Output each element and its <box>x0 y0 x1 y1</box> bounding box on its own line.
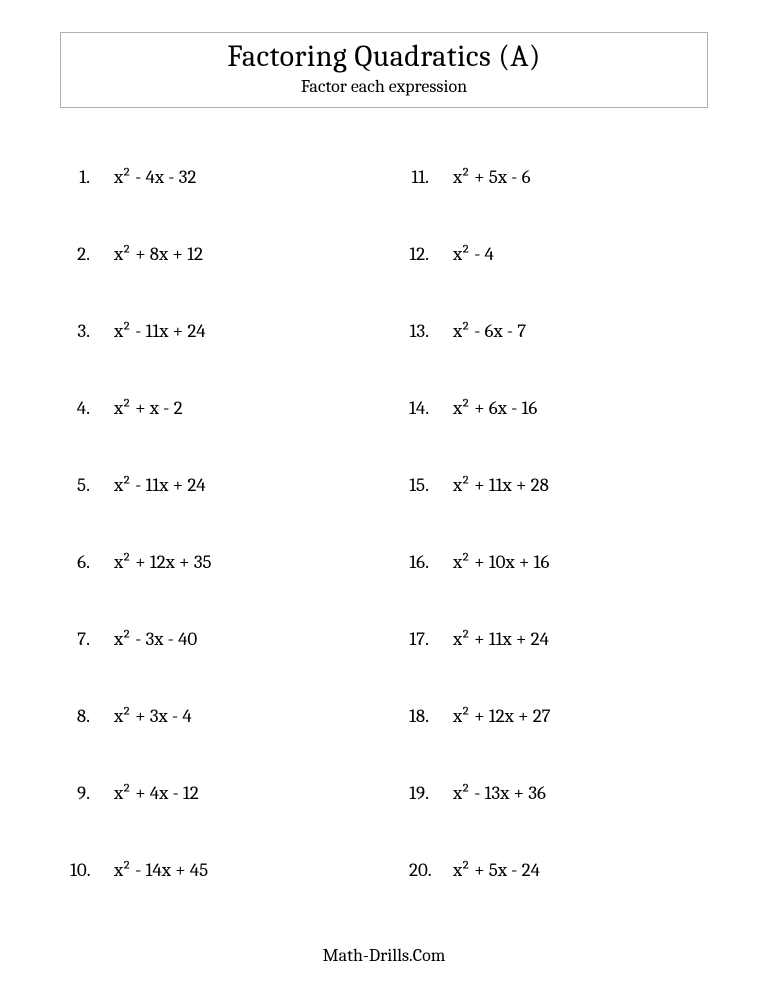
problem-item: 11. x² + 5x - 6 <box>409 166 708 188</box>
problem-expression: x² - 11x + 24 <box>114 320 369 342</box>
worksheet-title: Factoring Quadratics (A) <box>61 39 707 74</box>
problem-item: 1. x² - 4x - 32 <box>70 166 369 188</box>
problem-expression: x² + 3x - 4 <box>114 705 369 727</box>
problem-expression: x² + 4x - 12 <box>114 782 369 804</box>
problem-item: 7. x² - 3x - 40 <box>70 628 369 650</box>
problem-number: 1. <box>70 166 114 188</box>
worksheet-subtitle: Factor each expression <box>61 76 707 97</box>
problem-number: 3. <box>70 320 114 342</box>
problem-number: 13. <box>409 320 453 342</box>
problem-number: 18. <box>409 705 453 727</box>
problem-number: 15. <box>409 474 453 496</box>
problem-number: 16. <box>409 551 453 573</box>
problem-item: 5. x² - 11x + 24 <box>70 474 369 496</box>
problem-item: 20. x² + 5x - 24 <box>409 859 708 881</box>
problem-item: 2. x² + 8x + 12 <box>70 243 369 265</box>
problems-grid: 1. x² - 4x - 32 11. x² + 5x - 6 2. x² + … <box>60 166 708 881</box>
problem-number: 19. <box>409 782 453 804</box>
problem-expression: x² + 5x - 24 <box>453 859 708 881</box>
problem-number: 4. <box>70 397 114 419</box>
header-box: Factoring Quadratics (A) Factor each exp… <box>60 32 708 108</box>
problem-number: 7. <box>70 628 114 650</box>
problem-expression: x² - 4x - 32 <box>114 166 369 188</box>
problem-number: 8. <box>70 705 114 727</box>
problem-number: 9. <box>70 782 114 804</box>
problem-item: 4. x² + x - 2 <box>70 397 369 419</box>
problem-expression: x² + 11x + 28 <box>453 474 708 496</box>
problem-item: 9. x² + 4x - 12 <box>70 782 369 804</box>
problem-number: 17. <box>409 628 453 650</box>
problem-item: 18. x² + 12x + 27 <box>409 705 708 727</box>
problem-expression: x² + 12x + 27 <box>453 705 708 727</box>
problem-expression: x² + 6x - 16 <box>453 397 708 419</box>
problem-expression: x² + 8x + 12 <box>114 243 369 265</box>
problem-item: 3. x² - 11x + 24 <box>70 320 369 342</box>
problem-item: 12. x² - 4 <box>409 243 708 265</box>
problem-number: 20. <box>409 859 453 881</box>
problem-expression: x² - 13x + 36 <box>453 782 708 804</box>
problem-expression: x² + 12x + 35 <box>114 551 369 573</box>
footer-credit: Math-Drills.Com <box>0 945 768 966</box>
problem-number: 12. <box>409 243 453 265</box>
problem-number: 6. <box>70 551 114 573</box>
problem-number: 2. <box>70 243 114 265</box>
problem-item: 8. x² + 3x - 4 <box>70 705 369 727</box>
problem-expression: x² - 6x - 7 <box>453 320 708 342</box>
problem-number: 5. <box>70 474 114 496</box>
problem-expression: x² - 11x + 24 <box>114 474 369 496</box>
problem-item: 10. x² - 14x + 45 <box>70 859 369 881</box>
problem-expression: x² - 4 <box>453 243 708 265</box>
problem-number: 14. <box>409 397 453 419</box>
problem-item: 14. x² + 6x - 16 <box>409 397 708 419</box>
problem-expression: x² - 3x - 40 <box>114 628 369 650</box>
problem-number: 10. <box>70 859 114 881</box>
worksheet-page: Factoring Quadratics (A) Factor each exp… <box>0 0 768 994</box>
problem-item: 13. x² - 6x - 7 <box>409 320 708 342</box>
problem-expression: x² + x - 2 <box>114 397 369 419</box>
problem-item: 6. x² + 12x + 35 <box>70 551 369 573</box>
problem-item: 15. x² + 11x + 28 <box>409 474 708 496</box>
problem-expression: x² + 5x - 6 <box>453 166 708 188</box>
problem-item: 19. x² - 13x + 36 <box>409 782 708 804</box>
problem-item: 16. x² + 10x + 16 <box>409 551 708 573</box>
problem-expression: x² + 11x + 24 <box>453 628 708 650</box>
problem-expression: x² - 14x + 45 <box>114 859 369 881</box>
problem-expression: x² + 10x + 16 <box>453 551 708 573</box>
problem-number: 11. <box>409 166 453 188</box>
problem-item: 17. x² + 11x + 24 <box>409 628 708 650</box>
